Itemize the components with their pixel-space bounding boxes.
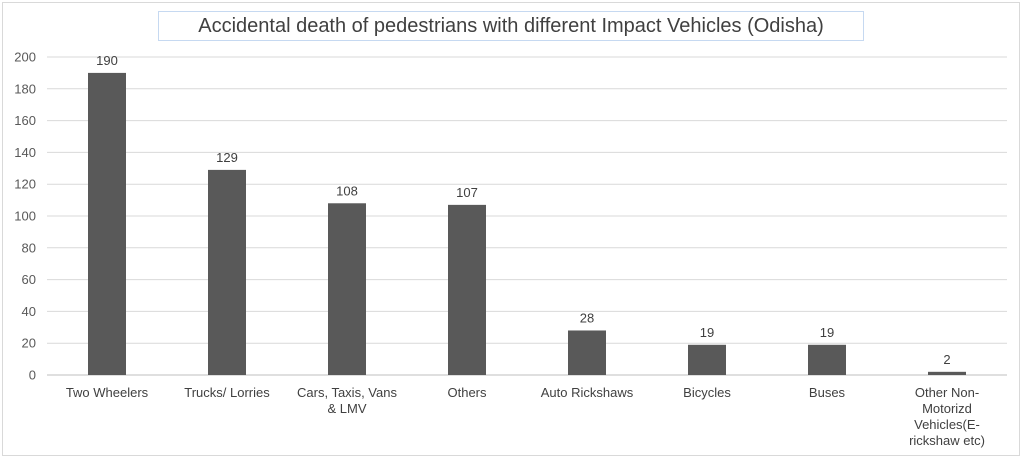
category-label-line: Auto Rickshaws (541, 385, 634, 400)
category-label: Two Wheelers (66, 385, 149, 400)
y-tick-label: 40 (22, 304, 36, 319)
y-tick-label: 200 (14, 50, 36, 65)
y-tick-label: 180 (14, 81, 36, 96)
y-tick-label: 80 (22, 240, 36, 255)
data-label: 108 (336, 183, 358, 198)
y-axis-ticks: 0 20 40 60 80 100 120 140 160 180 200 (14, 50, 36, 383)
category-label: Others (447, 385, 487, 400)
data-label: 107 (456, 185, 478, 200)
data-labels: 190 129 108 107 28 19 19 2 (96, 53, 950, 367)
bar (448, 204, 486, 375)
data-label: 190 (96, 53, 118, 68)
data-label: 19 (820, 325, 834, 340)
category-label-line: rickshaw etc) (909, 433, 985, 448)
category-label-line: Motorizd (922, 401, 972, 416)
category-label-line: Vehicles(E- (914, 417, 980, 432)
category-label: Cars, Taxis, Vans & LMV (297, 385, 397, 416)
data-label: 19 (700, 325, 714, 340)
x-axis-categories: Two Wheelers Trucks/ Lorries Cars, Taxis, … (66, 385, 985, 448)
y-tick-label: 160 (14, 113, 36, 128)
bar (928, 371, 966, 375)
category-label: Trucks/ Lorries (184, 385, 270, 400)
gridlines (47, 56, 1007, 376)
bar (88, 72, 126, 376)
category-label-line: Buses (809, 385, 846, 400)
category-label-line: Others (447, 385, 487, 400)
y-tick-label: 120 (14, 177, 36, 192)
category-label: Bicycles (683, 385, 731, 400)
y-tick-label: 20 (22, 336, 36, 351)
y-tick-label: 60 (22, 272, 36, 287)
category-label-line: Two Wheelers (66, 385, 149, 400)
category-label-line: Other Non- (915, 385, 979, 400)
category-label: Other Non-Motorizd Vehicles(E-rickshaw et… (909, 385, 985, 448)
category-label-line: Trucks/ Lorries (184, 385, 270, 400)
data-label: 2 (943, 352, 950, 367)
y-tick-label: 100 (14, 209, 36, 224)
category-label-line: Bicycles (683, 385, 731, 400)
chart-title: Accidental death of pedestrians with dif… (158, 11, 864, 41)
bar (808, 344, 846, 375)
data-label: 28 (580, 310, 594, 325)
y-tick-label: 0 (29, 368, 36, 383)
y-tick-label: 140 (14, 145, 36, 160)
category-label: Buses (809, 385, 846, 400)
category-label-line: Cars, Taxis, Vans (297, 385, 397, 400)
bar (208, 169, 246, 375)
bar (568, 330, 606, 375)
category-label: Auto Rickshaws (541, 385, 634, 400)
bars (88, 72, 966, 376)
bar (688, 344, 726, 375)
data-label: 129 (216, 150, 238, 165)
category-label-line: & LMV (327, 401, 366, 416)
bar (328, 203, 366, 375)
